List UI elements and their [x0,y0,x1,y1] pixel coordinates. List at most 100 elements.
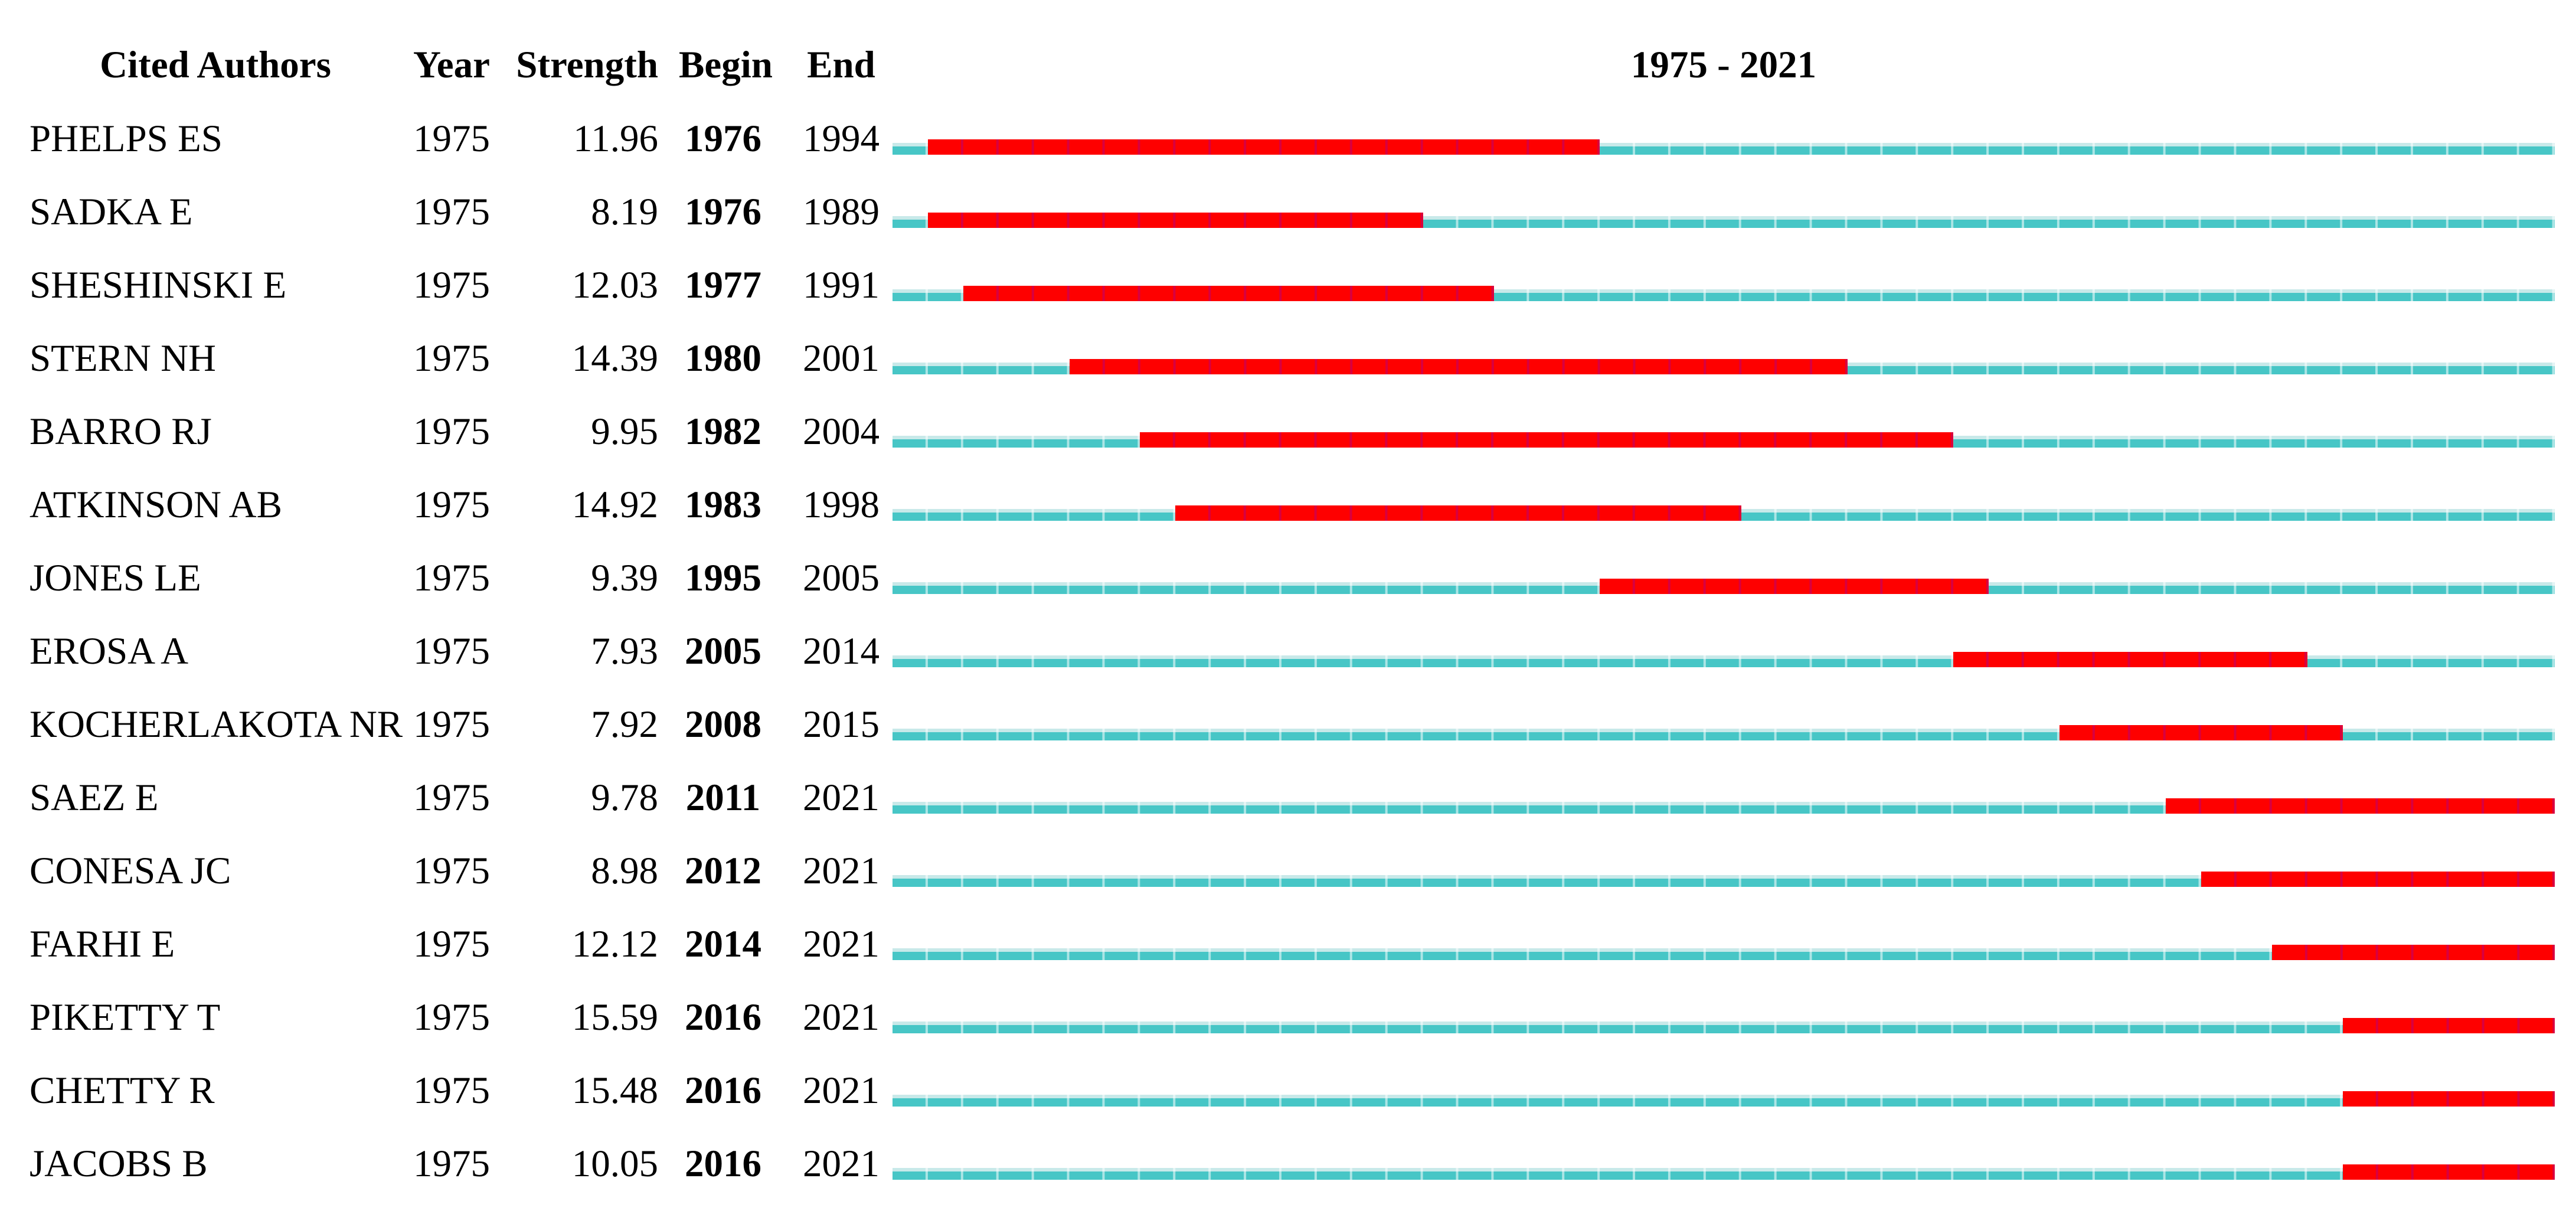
burst-row: JONES LE 1975 9.39 1995 2005 [0,551,2576,605]
begin-cell: 1976 [685,117,761,160]
strength-cell: 12.03 [571,263,658,306]
bar-track [893,359,2555,374]
timeline-bar [893,802,2555,814]
end-cell: 1998 [803,483,880,526]
bar-track [893,213,2555,228]
author-cell: PHELPS ES [30,117,223,160]
year-cell: 1975 [413,922,490,965]
burst-segment [1175,505,1741,521]
year-cell: 1975 [413,1069,490,1112]
year-cell: 1975 [413,629,490,673]
bar-track [893,725,2555,740]
end-cell: 2021 [803,1142,880,1185]
author-cell: SHESHINSKI E [30,263,287,306]
burst-row: JACOBS B 1975 10.05 2016 2021 [0,1137,2576,1190]
burst-segment [927,213,1423,228]
col-header-cited-authors: Cited Authors [100,43,331,86]
bar-track [893,432,2555,448]
year-cell: 1975 [413,776,490,819]
strength-cell: 7.92 [591,703,658,746]
begin-cell: 2016 [685,996,761,1039]
begin-cell: 1980 [685,337,761,380]
timeline-bar [893,1022,2555,1033]
strength-cell: 8.19 [591,190,658,233]
begin-cell: 2016 [685,1069,761,1112]
burst-row: CONESA JC 1975 8.98 2012 2021 [0,844,2576,898]
bar-track [893,139,2555,155]
bar-track [893,1164,2555,1180]
begin-cell: 1982 [685,410,761,453]
burst-segment [1140,432,1954,448]
strength-cell: 12.12 [571,922,658,965]
strength-cell: 11.96 [573,117,658,160]
strength-cell: 10.05 [571,1142,658,1185]
year-cell: 1975 [413,190,490,233]
bar-track [893,652,2555,667]
begin-cell: 2005 [685,629,761,673]
burst-segment [963,286,1494,301]
timeline-bar [893,1095,2555,1107]
end-cell: 2021 [803,776,880,819]
timeline-range-title: 1975 - 2021 [1630,43,1817,86]
author-cell: CONESA JC [30,849,231,892]
end-cell: 2021 [803,1069,880,1112]
burst-row: PIKETTY T 1975 15.59 2016 2021 [0,991,2576,1044]
burst-segment [1069,359,1848,374]
end-cell: 2021 [803,922,880,965]
end-cell: 2014 [803,629,880,673]
year-cell: 1975 [413,703,490,746]
year-cell: 1975 [413,483,490,526]
col-header-begin: Begin [679,43,773,86]
burst-segment [2271,945,2555,960]
bar-track [893,798,2555,814]
end-cell: 1994 [803,117,880,160]
col-header-strength: Strength [516,43,658,86]
begin-cell: 2016 [685,1142,761,1185]
author-cell: CHETTY R [30,1069,215,1112]
end-cell: 2005 [803,556,880,599]
year-cell: 1975 [413,996,490,1039]
strength-cell: 9.78 [591,776,658,819]
author-cell: JONES LE [30,556,201,599]
strength-cell: 8.98 [591,849,658,892]
strength-cell: 9.39 [591,556,658,599]
timeline-bar [893,1168,2555,1180]
burst-row: BARRO RJ 1975 9.95 1982 2004 [0,405,2576,458]
author-cell: PIKETTY T [30,996,221,1039]
strength-cell: 9.95 [591,410,658,453]
burst-row: STERN NH 1975 14.39 1980 2001 [0,332,2576,385]
burst-row: KOCHERLAKOTA NR 1975 7.92 2008 2015 [0,698,2576,751]
burst-segment [927,139,1600,155]
end-cell: 2021 [803,849,880,892]
year-cell: 1975 [413,263,490,306]
begin-cell: 1977 [685,263,761,306]
bar-track [893,286,2555,301]
strength-cell: 14.92 [571,483,658,526]
author-cell: ATKINSON AB [30,483,282,526]
burst-row: PHELPS ES 1975 11.96 1976 1994 [0,112,2576,165]
strength-cell: 7.93 [591,629,658,673]
begin-cell: 2014 [685,922,761,965]
burst-segment [1953,652,2307,667]
begin-cell: 2012 [685,849,761,892]
burst-segment [2165,798,2555,814]
burst-row: ATKINSON AB 1975 14.92 1983 1998 [0,478,2576,531]
bar-track [893,872,2555,887]
end-cell: 1989 [803,190,880,233]
timeline-bar [893,875,2555,887]
burst-row: FARHI E 1975 12.12 2014 2021 [0,918,2576,971]
author-cell: EROSA A [30,629,189,673]
burst-row: EROSA A 1975 7.93 2005 2014 [0,625,2576,678]
strength-cell: 15.48 [571,1069,658,1112]
author-cell: KOCHERLAKOTA NR [30,703,403,746]
col-header-end: End [807,43,875,86]
year-cell: 1975 [413,410,490,453]
begin-cell: 1995 [685,556,761,599]
year-cell: 1975 [413,556,490,599]
burst-row: SHESHINSKI E 1975 12.03 1977 1991 [0,259,2576,312]
author-cell: SAEZ E [30,776,159,819]
burst-segment [2201,872,2555,887]
end-cell: 1991 [803,263,880,306]
burst-segment [2060,725,2343,740]
